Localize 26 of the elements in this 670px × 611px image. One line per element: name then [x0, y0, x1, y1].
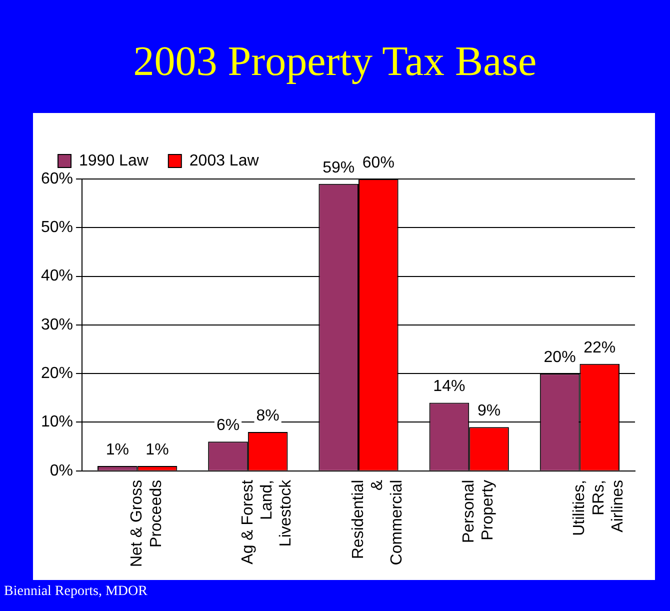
data-label: 8%: [256, 407, 280, 424]
chart-title: 2003 Property Tax Base: [132, 38, 538, 86]
data-label: 6%: [216, 417, 240, 434]
data-label: 14%: [433, 378, 466, 396]
x-tick-label: Ag & Forest Land, Livestock: [239, 478, 295, 564]
x-tick-label: Personal Property: [460, 480, 497, 544]
y-tick-label: 10%: [40, 414, 74, 431]
legend-label: 2003 Law: [189, 152, 260, 170]
y-tick-label: 50%: [40, 219, 74, 236]
y-tick-label: 0%: [50, 462, 74, 480]
x-tick-label: Net & Gross Proceeds: [128, 480, 165, 568]
data-label: 1%: [106, 441, 129, 458]
text: Biennial Reports, MDOR: [4, 584, 148, 600]
y-tick-label: 20%: [40, 364, 74, 382]
x-tick-label: Utilities, RRs, Airlines: [571, 480, 627, 536]
y-tick-label: 30%: [40, 316, 74, 334]
data-label: 1%: [146, 441, 169, 458]
y-tick-label: 60%: [40, 170, 74, 188]
y-tick-label: 40%: [40, 268, 74, 285]
data-label: 59%: [322, 159, 355, 176]
data-label: 22%: [584, 339, 616, 356]
x-tick-label: Residential & Commercial: [350, 480, 406, 566]
data-label: 60%: [362, 154, 394, 172]
data-label: 9%: [477, 402, 501, 420]
legend-label: 1990 Law: [79, 152, 149, 170]
data-label: 20%: [544, 348, 576, 366]
